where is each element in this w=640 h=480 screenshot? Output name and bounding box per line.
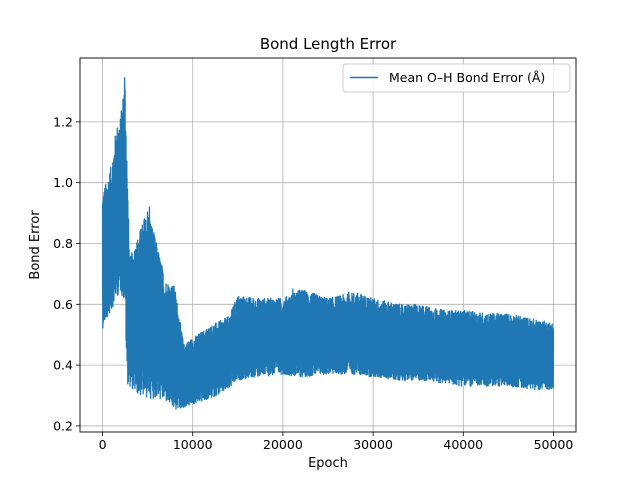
y-tick-label: 1.0 [53,175,73,190]
plot-frame [79,57,577,433]
y-tick-label: 0.8 [53,236,73,251]
y-tick-label: 0.2 [53,418,73,433]
y-tick-label: 0.4 [53,358,73,373]
legend-label: Mean O–H Bond Error (Å) [389,70,545,85]
legend: Mean O–H Bond Error (Å) [342,63,571,93]
x-tick-label: 30000 [353,437,393,452]
series-mean-oh-bond-error [101,77,555,410]
y-tick-label: 0.6 [53,297,73,312]
x-tick-label: 50000 [534,437,574,452]
x-tick-label: 20000 [263,437,303,452]
x-tick-label: 40000 [443,437,483,452]
x-axis-label: Epoch [308,456,348,471]
axis-ticks: 0 10000 20000 30000 40000 50000 0.2 0.4 0.6 0.8 1.… [53,114,573,452]
y-axis-label: Bond Error [28,210,43,280]
y-tick-label: 1.2 [53,114,73,129]
series-line-mean-oh-bond-error [101,77,555,410]
x-tick-label: 0 [99,437,107,452]
x-tick-label: 10000 [173,437,213,452]
chart-title: Bond Length Error [260,35,397,53]
legend-box [342,63,571,93]
